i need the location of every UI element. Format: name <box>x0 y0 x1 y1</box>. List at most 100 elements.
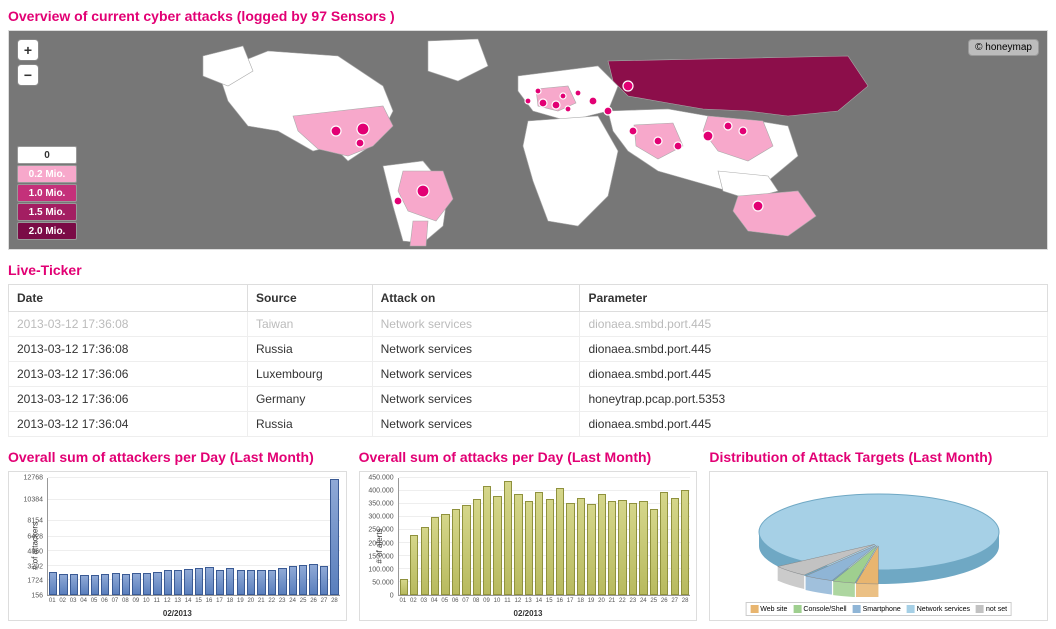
table-cell: Network services <box>372 362 580 387</box>
bar <box>421 527 429 595</box>
attack-marker[interactable] <box>703 131 713 141</box>
pie-legend: Web siteConsole/ShellSmartphoneNetwork s… <box>745 602 1012 616</box>
bar <box>608 501 616 595</box>
bar <box>493 496 501 595</box>
table-cell: 2013-03-12 17:36:08 <box>9 312 248 337</box>
attack-marker[interactable] <box>589 97 597 105</box>
chart1-panel: # of attackers 1561724329248606428815410… <box>8 471 347 621</box>
attack-marker[interactable] <box>539 99 547 107</box>
bar <box>681 490 689 595</box>
attack-marker[interactable] <box>724 122 732 130</box>
chart1-xlabel: 02/2013 <box>163 609 192 618</box>
table-row: 2013-03-12 17:36:04RussiaNetwork service… <box>9 412 1048 437</box>
swatch-icon <box>750 605 758 613</box>
attack-marker[interactable] <box>623 81 633 91</box>
bar <box>671 498 679 596</box>
table-cell: Russia <box>247 337 372 362</box>
bar <box>132 573 140 595</box>
bar <box>410 535 418 595</box>
bar <box>556 488 564 595</box>
ticker-column-header: Date <box>9 285 248 312</box>
map-panel: + − © honeymap 00.2 Mio.1.0 Mio.1.5 Mio.… <box>8 30 1048 250</box>
attack-marker[interactable] <box>674 142 682 150</box>
table-cell: Network services <box>372 387 580 412</box>
bar <box>441 514 449 595</box>
attack-marker[interactable] <box>535 88 541 94</box>
map-legend: 00.2 Mio.1.0 Mio.1.5 Mio.2.0 Mio. <box>17 146 77 241</box>
table-cell: 2013-03-12 17:36:04 <box>9 412 248 437</box>
table-cell: dionaea.smbd.port.445 <box>580 337 1048 362</box>
bar <box>473 499 481 595</box>
bar <box>629 503 637 595</box>
bar <box>452 509 460 595</box>
table-cell: 2013-03-12 17:36:06 <box>9 362 248 387</box>
attack-marker[interactable] <box>357 123 369 135</box>
legend-item: 0 <box>17 146 77 164</box>
attack-marker[interactable] <box>629 127 637 135</box>
table-cell: Luxembourg <box>247 362 372 387</box>
ticker-column-header: Attack on <box>372 285 580 312</box>
bar <box>122 574 130 595</box>
bar <box>618 500 626 595</box>
attack-marker[interactable] <box>654 137 662 145</box>
bar <box>153 572 161 595</box>
table-cell: honeytrap.pcap.port.5353 <box>580 387 1048 412</box>
attack-marker[interactable] <box>552 101 560 109</box>
chart1-title: Overall sum of attackers per Day (Last M… <box>8 449 347 465</box>
bar <box>216 570 224 595</box>
attack-marker[interactable] <box>575 90 581 96</box>
chart3-title: Distribution of Attack Targets (Last Mon… <box>709 449 1048 465</box>
swatch-icon <box>907 605 915 613</box>
ticker-column-header: Source <box>247 285 372 312</box>
bar <box>535 492 543 595</box>
bar <box>650 509 658 595</box>
attack-marker[interactable] <box>394 197 402 205</box>
bar <box>462 505 470 595</box>
zoom-out-button[interactable]: − <box>17 64 39 86</box>
attack-marker[interactable] <box>753 201 763 211</box>
attack-marker[interactable] <box>560 93 566 99</box>
pie-legend-item: Web site <box>750 605 787 613</box>
table-cell: Russia <box>247 412 372 437</box>
chart2-panel: # of alerts 050.000100.000150.000200.000… <box>359 471 698 621</box>
pie-chart <box>739 482 1019 597</box>
attack-marker[interactable] <box>356 139 364 147</box>
attack-marker[interactable] <box>604 107 612 115</box>
attack-marker[interactable] <box>417 185 429 197</box>
bar <box>101 574 109 595</box>
world-map[interactable] <box>148 31 908 250</box>
table-cell: 2013-03-12 17:36:06 <box>9 387 248 412</box>
attack-marker[interactable] <box>565 106 571 112</box>
attack-marker[interactable] <box>525 98 531 104</box>
bar <box>431 517 439 595</box>
bar <box>309 564 317 595</box>
bar <box>660 492 668 595</box>
bar <box>566 503 574 595</box>
zoom-in-button[interactable]: + <box>17 39 39 61</box>
attack-marker[interactable] <box>739 127 747 135</box>
bar <box>112 573 120 595</box>
bar <box>237 570 245 595</box>
bar <box>268 570 276 595</box>
legend-item: 1.5 Mio. <box>17 203 77 221</box>
pie-legend-item: Network services <box>907 605 970 613</box>
bar <box>59 574 67 595</box>
bar <box>525 501 533 595</box>
overview-title: Overview of current cyber attacks (logge… <box>8 8 1048 24</box>
bar <box>330 479 338 595</box>
map-credit: © honeymap <box>968 39 1039 56</box>
table-cell: Network services <box>372 412 580 437</box>
table-cell: Network services <box>372 312 580 337</box>
bar <box>205 567 213 595</box>
bar <box>289 566 297 595</box>
chart2-xlabel: 02/2013 <box>514 609 543 618</box>
bar <box>299 565 307 595</box>
attack-marker[interactable] <box>331 126 341 136</box>
bar <box>514 494 522 595</box>
bar <box>91 575 99 595</box>
bar <box>483 486 491 595</box>
bar <box>577 498 585 596</box>
bar <box>587 504 595 595</box>
chart3-panel: Web siteConsole/ShellSmartphoneNetwork s… <box>709 471 1048 621</box>
table-cell: dionaea.smbd.port.445 <box>580 312 1048 337</box>
